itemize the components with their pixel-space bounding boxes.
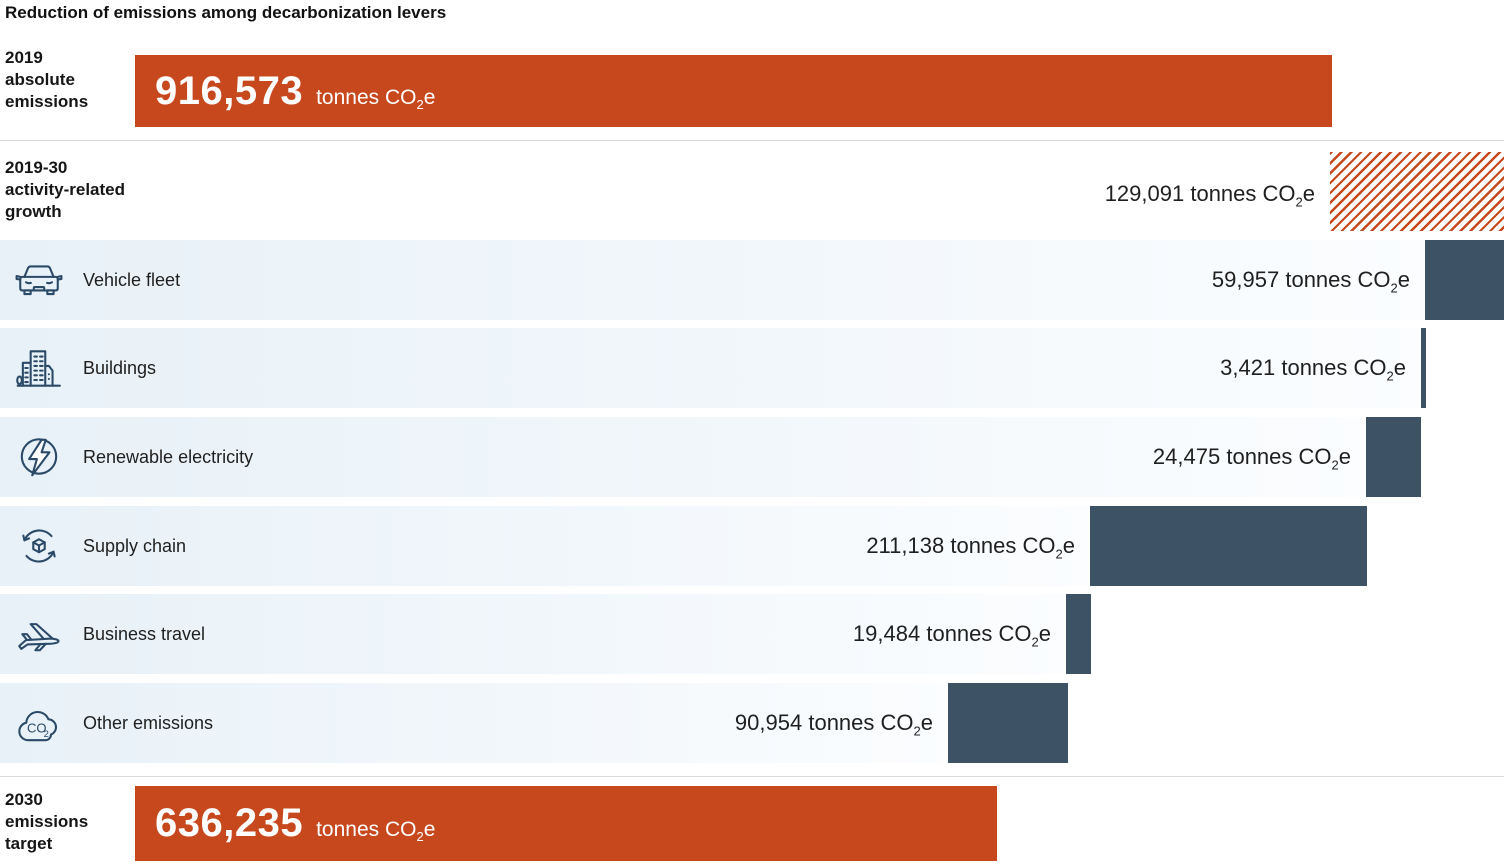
section-divider (0, 140, 1504, 141)
target-row-label: 2030 emissions target (5, 790, 89, 854)
growth-hatched-bar (1330, 152, 1504, 231)
lever-label: Other emissions (83, 712, 214, 733)
car-icon (14, 255, 64, 305)
lever-row-vehicle-fleet: Vehicle fleet 59,957 tonnes CO2e (0, 240, 1504, 320)
lever-row-background: Supply chain 211,138 tonnes CO2e (0, 506, 1090, 586)
renewable-electricity-bar (1366, 417, 1421, 497)
start-emissions-bar: 916,573 tonnes CO2e (135, 55, 1332, 127)
vehicle-fleet-bar (1425, 240, 1504, 320)
start-row-label: 2019 absolute emissions (5, 48, 89, 112)
lever-value: 59,957 tonnes CO2e (1211, 267, 1410, 296)
section-divider (0, 776, 1504, 777)
lever-value: 19,484 tonnes CO2e (852, 621, 1051, 650)
supply-chain-cycle-icon (14, 521, 64, 571)
lever-row-supply-chain: Supply chain 211,138 tonnes CO2e (0, 506, 1504, 586)
lever-value: 3,421 tonnes CO2e (1220, 355, 1406, 384)
lever-row-background: Business travel 19,484 tonnes CO2e (0, 594, 1066, 674)
lever-label: Renewable electricity (83, 446, 254, 467)
lever-value: 211,138 tonnes CO2e (866, 533, 1075, 562)
lightning-circle-icon (14, 432, 64, 482)
start-bar-value: 916,573 tonnes CO2e (155, 68, 436, 113)
buildings-bar (1421, 328, 1426, 408)
chart-title: Reduction of emissions among decarboniza… (5, 3, 447, 22)
target-emissions-bar: 636,235 tonnes CO2e (135, 786, 997, 861)
lever-label: Business travel (83, 623, 206, 644)
other-emissions-bar (948, 683, 1068, 763)
lever-row-background: CO 2 Other emissions 90,954 tonnes CO2e (0, 683, 948, 763)
lever-value: 90,954 tonnes CO2e (734, 710, 933, 739)
lever-value: 24,475 tonnes CO2e (1152, 444, 1351, 473)
lever-row-buildings: Buildings 3,421 tonnes CO2e (0, 328, 1504, 408)
lever-label: Buildings (83, 357, 157, 378)
target-bar-value: 636,235 tonnes CO2e (155, 801, 436, 845)
lever-row-background: Renewable electricity 24,475 tonnes CO2e (0, 417, 1366, 497)
lever-row-renewable-electricity: Renewable electricity 24,475 tonnes CO2e (0, 417, 1504, 497)
svg-text:2: 2 (44, 729, 49, 739)
airplane-icon (14, 609, 64, 659)
lever-row-business-travel: Business travel 19,484 tonnes CO2e (0, 594, 1504, 674)
co2-cloud-icon: CO 2 (14, 698, 64, 748)
lever-label: Supply chain (83, 535, 187, 556)
lever-row-background: Vehicle fleet 59,957 tonnes CO2e (0, 240, 1425, 320)
lever-label: Vehicle fleet (83, 269, 181, 290)
lever-row-background: Buildings 3,421 tonnes CO2e (0, 328, 1421, 408)
business-travel-bar (1066, 594, 1091, 674)
growth-value: 129,091 tonnes CO2e (1104, 181, 1315, 210)
buildings-icon (14, 343, 64, 393)
lever-row-other-emissions: CO 2 Other emissions 90,954 tonnes CO2e (0, 683, 1504, 763)
growth-row-label: 2019-30 activity-related growth (5, 158, 125, 222)
svg-text:CO: CO (27, 720, 47, 735)
supply-chain-bar (1090, 506, 1367, 586)
